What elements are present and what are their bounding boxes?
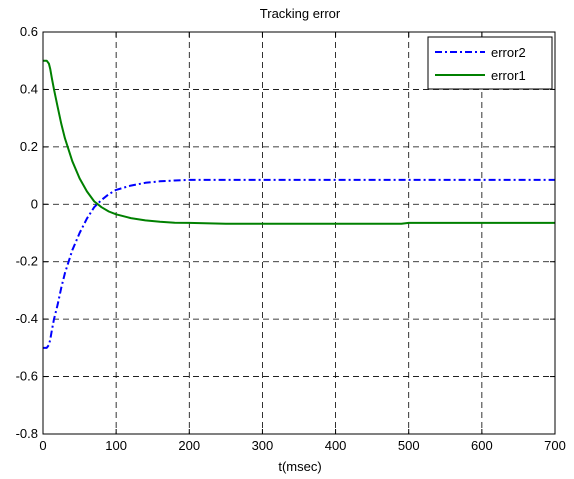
ticks: 0 100 200 300 400 500 600 700 -0.8 -0.6 -0.4 -0.2 0 0…	[16, 24, 566, 453]
x-axis-label: t(msec)	[278, 459, 321, 474]
legend-label-error1: error1	[491, 68, 526, 83]
y-tick-label: 0.2	[20, 139, 38, 154]
plot-frame	[42, 31, 556, 435]
x-tick-label: 600	[471, 438, 493, 453]
y-tick-label: -0.8	[16, 426, 38, 441]
plot-area	[43, 32, 555, 434]
series-layer	[43, 59, 555, 349]
x-tick-label: 400	[325, 438, 347, 453]
y-tick-label: -0.4	[16, 311, 38, 326]
legend: error2 error1	[427, 36, 553, 90]
y-tick-label: -0.2	[16, 254, 38, 269]
legend-box	[427, 36, 553, 90]
x-tick-label: 500	[398, 438, 420, 453]
chart-title: Tracking error	[260, 6, 341, 21]
y-tick-label: 0.6	[20, 24, 38, 39]
x-tick-label: 0	[39, 438, 46, 453]
legend-label-error2: error2	[491, 45, 526, 60]
x-tick-label: 200	[178, 438, 200, 453]
x-tick-label: 300	[252, 438, 274, 453]
x-tick-label: 700	[544, 438, 566, 453]
series-line-error2	[43, 178, 555, 349]
x-tick-label: 100	[105, 438, 127, 453]
y-tick-label: 0	[31, 196, 38, 211]
y-tick-label: 0.4	[20, 81, 38, 96]
grid	[43, 32, 555, 434]
y-tick-label: -0.6	[16, 369, 38, 384]
series-line-error1	[43, 59, 555, 225]
